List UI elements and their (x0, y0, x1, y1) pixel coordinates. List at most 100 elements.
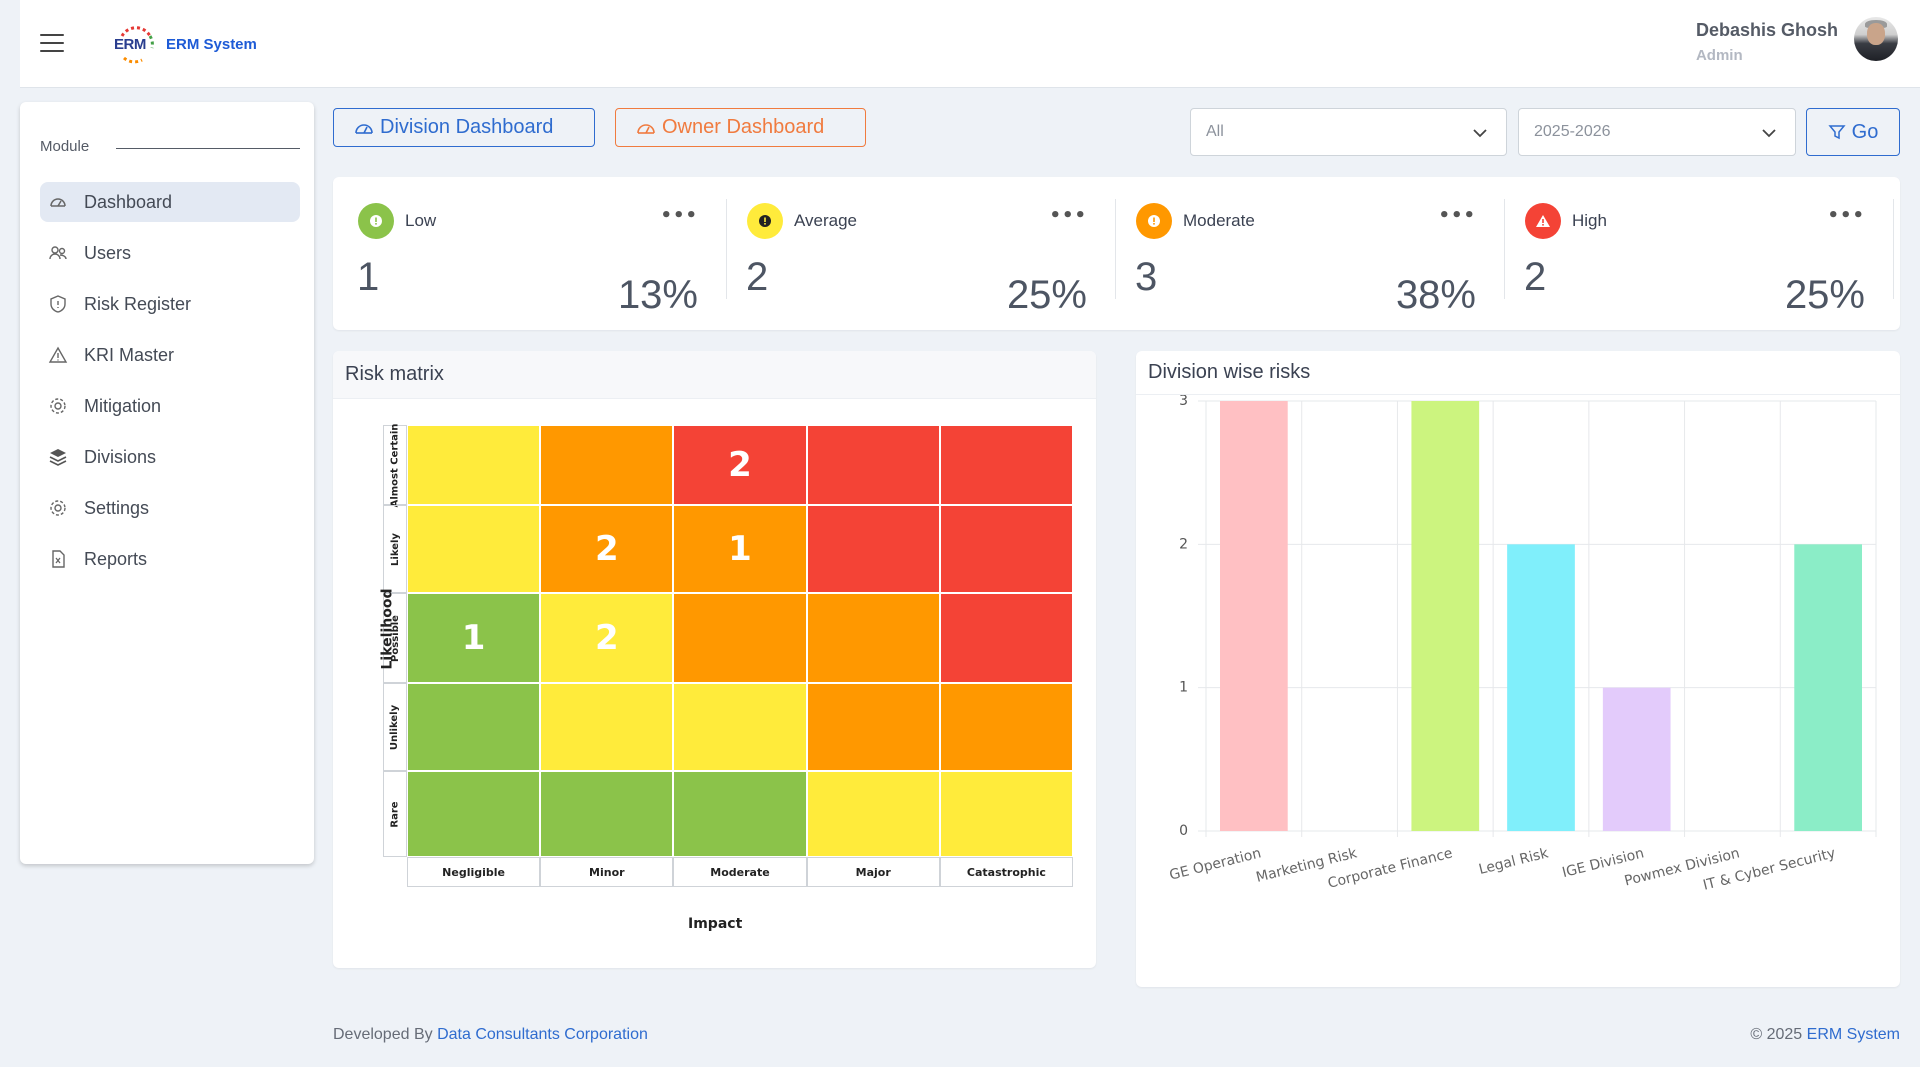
matrix-cell[interactable] (673, 593, 807, 683)
matrix-cell[interactable] (806, 505, 940, 593)
module-divider (116, 148, 300, 149)
erm-logo-icon: ERM (112, 22, 156, 66)
row-label-text: Almost Certain (389, 423, 401, 507)
kpi-percent: 38% (1395, 273, 1476, 317)
matrix-cell[interactable]: 1 (673, 505, 807, 593)
dashboard-gauge-icon (637, 123, 655, 134)
year-select[interactable]: 2025-2026 (1518, 108, 1796, 156)
tab-label: Owner Dashboard (662, 116, 825, 138)
user-info[interactable]: Debashis Ghosh Admin (1696, 20, 1838, 64)
file-icon (48, 549, 68, 569)
matrix-cell[interactable]: 2 (540, 593, 674, 683)
sidebar-item-label: Settings (84, 497, 150, 518)
matrix-cell[interactable]: 2 (673, 425, 807, 505)
matrix-row-label: Likely (383, 505, 407, 593)
low-alert-icon (358, 203, 394, 239)
users-icon (48, 243, 68, 263)
sidebar-item-label: Dashboard (84, 191, 173, 212)
kpi-count: 1 (357, 255, 380, 299)
risk-level-summary: Low ••• 1 13% Average ••• 2 25% Moderate… (333, 177, 1900, 330)
matrix-col-label: Moderate (673, 857, 807, 887)
kpi-percent: 25% (1006, 273, 1087, 317)
matrix-cell[interactable] (407, 683, 541, 771)
layers-icon (48, 447, 68, 467)
kpi-count: 3 (1135, 255, 1158, 299)
matrix-cell[interactable] (540, 771, 674, 857)
division-filter-select[interactable]: All (1190, 108, 1507, 156)
matrix-cell[interactable] (939, 771, 1073, 857)
matrix-col-label: Major (806, 857, 940, 887)
warning-icon (48, 345, 68, 365)
matrix-cell[interactable] (939, 593, 1073, 683)
matrix-cell[interactable] (540, 425, 674, 505)
sidebar-item-mitigation[interactable]: Mitigation (40, 386, 300, 426)
tab-division-dashboard[interactable]: Division Dashboard (333, 108, 595, 147)
sidebar-nav: Dashboard Users Risk Register KRI Master… (40, 182, 300, 590)
matrix-cell[interactable] (673, 683, 807, 771)
avatar[interactable] (1854, 17, 1898, 61)
bar (1220, 401, 1288, 831)
matrix-cell[interactable] (407, 771, 541, 857)
sidebar-item-risk-register[interactable]: Risk Register (40, 284, 300, 324)
y-tick-label: 1 (1179, 680, 1188, 696)
matrix-cell[interactable] (939, 425, 1073, 505)
tab-label: Division Dashboard (380, 116, 554, 138)
shield-icon (48, 294, 68, 314)
sidebar-item-dashboard[interactable]: Dashboard (40, 182, 300, 222)
matrix-cell[interactable] (673, 771, 807, 857)
kpi-average: Average ••• 2 25% (722, 177, 1111, 330)
go-button[interactable]: Go (1806, 108, 1900, 156)
footer-credit: Developed By Data Consultants Corporatio… (333, 1026, 648, 1044)
logo-text: ERM (114, 36, 146, 53)
matrix-row-label: Possible (383, 593, 407, 683)
kpi-percent: 13% (617, 273, 698, 317)
footer-company-link[interactable]: Data Consultants Corporation (437, 1026, 648, 1043)
user-name: Debashis Ghosh (1695, 20, 1838, 40)
row-label-text: Likely (389, 532, 401, 566)
gauge-icon (48, 192, 68, 212)
matrix-cell[interactable] (939, 505, 1073, 593)
matrix-cell[interactable] (540, 683, 674, 771)
app-logo[interactable]: ERM ERM System (112, 22, 257, 66)
impact-axis-label: Impact (688, 916, 743, 932)
sidebar-item-divisions[interactable]: Divisions (40, 437, 300, 477)
sidebar-item-settings[interactable]: Settings (40, 488, 300, 528)
more-options-icon[interactable]: ••• (1049, 205, 1087, 226)
risk-matrix-card: Risk matrix Almost Certain 2 Likely 2 1 Possi… (333, 351, 1096, 968)
bar (1507, 544, 1575, 831)
matrix-cell[interactable] (806, 683, 940, 771)
settings-icon (48, 498, 68, 518)
footer-app-link[interactable]: ERM System (1806, 1026, 1900, 1043)
matrix-cell[interactable]: 1 (407, 593, 541, 683)
matrix-cell[interactable] (806, 593, 940, 683)
kpi-title: Average (794, 211, 858, 230)
user-role: Admin (1695, 47, 1743, 64)
matrix-cell[interactable] (407, 505, 541, 593)
bar (1411, 401, 1480, 831)
sidebar-item-label: Risk Register (84, 293, 192, 314)
kpi-title: Moderate (1183, 211, 1255, 230)
division-risks-title: Division wise risks (1136, 351, 1900, 395)
hamburger-menu-icon[interactable] (40, 34, 64, 52)
matrix-cell[interactable]: 2 (540, 505, 674, 593)
sidebar-item-label: Reports (84, 548, 148, 569)
kpi-moderate: Moderate ••• 3 38% (1111, 177, 1500, 330)
footer-copyright: © 2025 ERM System (1750, 1026, 1900, 1044)
risk-matrix-title: Risk matrix (333, 351, 1096, 399)
matrix-cell[interactable] (407, 425, 541, 505)
kpi-low: Low ••• 1 13% (333, 177, 722, 330)
matrix-cell[interactable] (939, 683, 1073, 771)
sidebar-item-label: KRI Master (84, 344, 175, 365)
matrix-cell[interactable] (806, 771, 940, 857)
more-options-icon[interactable]: ••• (1827, 205, 1865, 226)
tab-owner-dashboard[interactable]: Owner Dashboard (615, 108, 866, 147)
sidebar-item-reports[interactable]: Reports (40, 539, 300, 579)
moderate-alert-icon (1136, 203, 1172, 239)
module-label: Module (40, 138, 90, 155)
more-options-icon[interactable]: ••• (1438, 205, 1476, 226)
chevron-down-icon (1762, 129, 1776, 138)
matrix-cell[interactable] (806, 425, 940, 505)
sidebar-item-kri-master[interactable]: KRI Master (40, 335, 300, 375)
more-options-icon[interactable]: ••• (660, 205, 698, 226)
sidebar-item-users[interactable]: Users (40, 233, 300, 273)
